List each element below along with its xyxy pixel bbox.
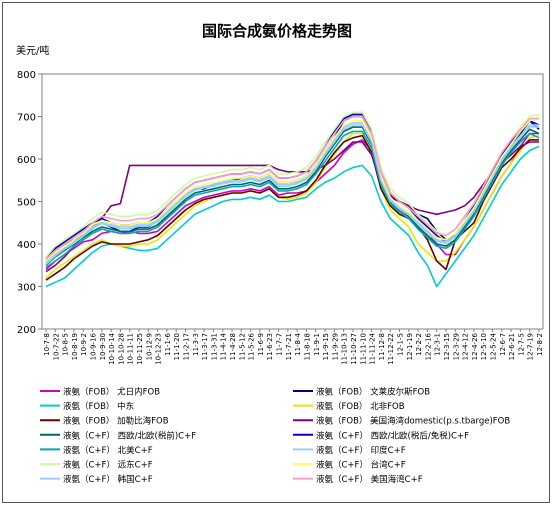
y-tick-label: 300 xyxy=(17,283,36,294)
x-tick-label: 10-9-2 xyxy=(80,333,88,356)
series-line-3 xyxy=(45,145,540,288)
x-tick-label: 10-11-11 xyxy=(127,333,135,365)
x-tick-label: 11-7-21 xyxy=(285,333,293,360)
x-tick-label: 11-8-18 xyxy=(303,333,311,360)
x-tick-label: 11-9-29 xyxy=(331,333,339,360)
x-tick-label: 11-9-15 xyxy=(322,333,330,360)
x-tick-label: 12-5-10 xyxy=(480,333,488,360)
series-line-9 xyxy=(45,130,540,269)
x-tick-label: 12-5-24 xyxy=(489,332,497,360)
x-tick-label: 12-2-16 xyxy=(424,332,432,360)
x-tick-label: 11-5-26 xyxy=(248,332,256,360)
x-tick-label: 11-11-24 xyxy=(369,332,377,364)
chart-svg: 国际合成氨价格走势图 美元/吨 200 300 400 500 600 700 800 10-… xyxy=(16,22,544,485)
series-line-10 xyxy=(45,122,539,264)
legend-label: 液氨（C+F） 印度C+F xyxy=(316,445,406,456)
x-tick-label: 12-3-1 xyxy=(434,333,442,356)
x-tick-label: 10-8-5 xyxy=(62,333,70,356)
legend-label: 液氨（FOB） 尤日内FOB xyxy=(63,387,160,398)
series-lines xyxy=(45,111,540,288)
x-tick-label: 12-3-15 xyxy=(443,333,451,360)
series-line-6 xyxy=(45,141,539,273)
legend-label: 液氨（C+F） 西欧/北欧(税后/免税)C+F xyxy=(316,430,469,441)
x-tick-label: 11-7-7 xyxy=(276,333,284,356)
chart-frame: 国际合成氨价格走势图 美元/吨 200 300 400 500 600 700 800 10-… xyxy=(2,2,550,503)
x-tick-label: 11-4-28 xyxy=(229,333,237,360)
x-tick-label: 10-7-8 xyxy=(43,333,51,356)
series-line-13 xyxy=(45,124,540,265)
legend-label: 液氨（FOB） 中东 xyxy=(63,401,134,412)
x-tick-label: 10-9-30 xyxy=(99,333,107,360)
x-tick-label: 12-8-2 xyxy=(536,333,544,356)
series-line-7 xyxy=(45,126,540,266)
series-line-4 xyxy=(45,132,540,279)
x-tick-label: 12-2-2 xyxy=(415,333,423,356)
x-tick-label: 11-12-22 xyxy=(387,333,395,365)
x-tick-label: 10-12-23 xyxy=(155,333,163,365)
x-tick-label: 11-6-9 xyxy=(257,333,265,356)
legend-label: 液氨（C+F） 韩国C+F xyxy=(63,474,153,485)
y-tick-label: 800 xyxy=(17,70,36,81)
x-tick-label: 11-2-17 xyxy=(183,333,191,360)
x-tick-label: 12-7-19 xyxy=(527,333,535,360)
x-tick-label: 11-3-3 xyxy=(192,333,200,356)
legend: 液氨（FOB） 尤日内FOB 液氨（FOB） 文莱皮尔斯FOB 液氨（FOB） 中东… xyxy=(40,387,510,485)
legend-label: 液氨（C+F） 台湾C+F xyxy=(316,460,406,471)
x-tick-label: 12-7-5 xyxy=(517,333,525,356)
x-tick-label: 11-11-10 xyxy=(359,333,367,365)
x-tick-label: 11-10-27 xyxy=(350,333,358,365)
x-tick-label: 12-4-26 xyxy=(471,332,479,360)
x-tick-label: 11-8-4 xyxy=(294,332,302,355)
x-tick-label: 11-3-17 xyxy=(201,333,209,360)
x-tick-label: 12-4-12 xyxy=(462,333,470,360)
x-tick-label: 11-1-6 xyxy=(164,332,172,355)
x-tick-label: 12-1-5 xyxy=(396,333,404,356)
y-tick-label: 500 xyxy=(17,198,36,209)
x-tick-label: 11-1-20 xyxy=(173,333,181,360)
x-tick-label: 12-1-19 xyxy=(406,333,414,360)
x-tick-label: 11-3-31 xyxy=(210,333,218,360)
y-axis-label: 美元/吨 xyxy=(16,44,49,57)
x-tick-label: 12-6-21 xyxy=(508,333,516,360)
y-tick-label: 700 xyxy=(17,113,36,124)
x-tick-label: 11-10-13 xyxy=(341,333,349,365)
x-tick-label: 10-11-25 xyxy=(136,333,144,365)
x-tick-label: 11-5-12 xyxy=(238,333,246,360)
x-tick-label: 11-12-8 xyxy=(378,333,386,360)
legend-label: 液氨（C+F） 美国海湾C+F xyxy=(316,474,423,485)
x-tick-label: 10-12-9 xyxy=(145,333,153,360)
legend-label: 液氨（FOB） 北非FOB xyxy=(316,401,405,412)
axes: 200 300 400 500 600 700 800 10-7-8 10-7-22 10-8-5… xyxy=(17,70,544,365)
legend-label: 液氨（C+F） 远东C+F xyxy=(63,460,153,471)
x-tick-label: 10-7-22 xyxy=(52,333,60,360)
x-tick-label: 10-10-28 xyxy=(117,333,125,365)
plot-area xyxy=(41,73,544,330)
legend-label: 液氨（FOB） 加勒比海FOB xyxy=(63,416,169,427)
legend-label: 液氨（C+F） 西欧/北欧(税前)C+F xyxy=(63,430,196,441)
x-tick-label: 11-9-1 xyxy=(313,333,321,356)
series-line-12 xyxy=(45,115,540,262)
x-tick-label: 10-8-19 xyxy=(71,333,79,360)
x-tick-label: 12-6-7 xyxy=(499,333,507,356)
x-tick-label: 10-9-16 xyxy=(90,332,98,360)
legend-label: 液氨（C+F） 北美C+F xyxy=(63,445,153,456)
y-tick-label: 600 xyxy=(17,155,36,166)
series-line-14 xyxy=(45,115,539,260)
x-tick-label: 11-4-14 xyxy=(220,332,228,360)
chart-title: 国际合成氨价格走势图 xyxy=(202,22,352,40)
x-tick-label: 11-6-23 xyxy=(266,333,274,360)
y-tick-label: 200 xyxy=(17,325,36,336)
x-tick-label: 12-3-29 xyxy=(452,333,460,360)
y-tick-label: 400 xyxy=(17,240,36,251)
legend-label: 液氨（FOB） 美国海湾domestic(p.s.tbarge)FOB xyxy=(316,416,510,427)
legend-label: 液氨（FOB） 文莱皮尔斯FOB xyxy=(316,387,430,398)
x-tick-label: 10-10-14 xyxy=(108,332,116,364)
